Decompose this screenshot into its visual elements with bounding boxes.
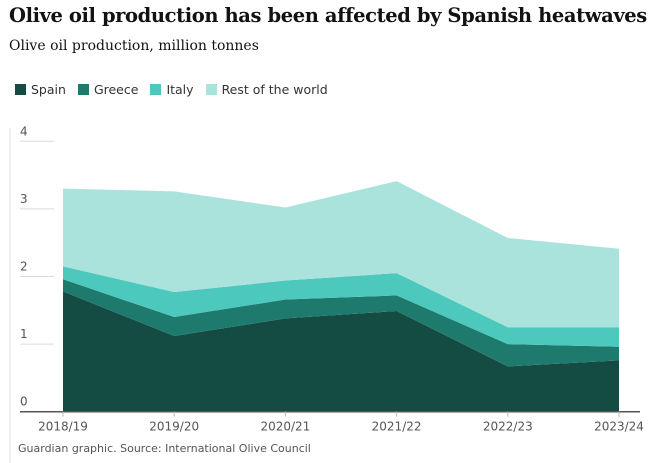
legend-item: Italy bbox=[150, 82, 194, 97]
legend-swatch bbox=[77, 84, 89, 95]
legend-label: Italy bbox=[166, 82, 194, 97]
area-spain bbox=[63, 291, 619, 412]
legend-label: Greece bbox=[93, 82, 139, 97]
legend-label: Spain bbox=[31, 82, 66, 97]
x-tick-label: 2021/22 bbox=[372, 420, 422, 434]
area-italy bbox=[63, 266, 619, 347]
x-tick-label: 2019/20 bbox=[149, 420, 199, 434]
legend-item: Greece bbox=[77, 82, 139, 97]
y-tick-label: 0 bbox=[20, 395, 28, 409]
legend: Spain Greece Italy Rest of the world bbox=[15, 82, 328, 97]
x-tick-label: 2020/21 bbox=[260, 420, 310, 434]
area-greece bbox=[63, 279, 619, 367]
x-tick-label: 2022/23 bbox=[483, 420, 533, 434]
chart-title: Olive oil production has been affected b… bbox=[9, 4, 647, 27]
source-footer: Guardian graphic. Source: International … bbox=[18, 442, 311, 455]
y-tick-label: 3 bbox=[20, 192, 28, 206]
y-tick-label: 4 bbox=[20, 124, 28, 138]
y-tick-label: 2 bbox=[20, 260, 28, 274]
chart-subtitle: Olive oil production, million tonnes bbox=[9, 38, 259, 54]
area-rest-of-the-world bbox=[63, 181, 619, 328]
legend-swatch bbox=[15, 84, 26, 95]
x-tick-label: 2023/24 bbox=[594, 420, 644, 434]
legend-swatch bbox=[150, 84, 162, 95]
x-tick-label: 2018/19 bbox=[38, 420, 88, 434]
legend-label: Rest of the world bbox=[221, 82, 328, 97]
legend-item: Spain bbox=[15, 82, 66, 97]
legend-item: Rest of the world bbox=[205, 82, 328, 97]
y-tick-label: 1 bbox=[20, 327, 28, 341]
legend-swatch bbox=[205, 84, 217, 95]
